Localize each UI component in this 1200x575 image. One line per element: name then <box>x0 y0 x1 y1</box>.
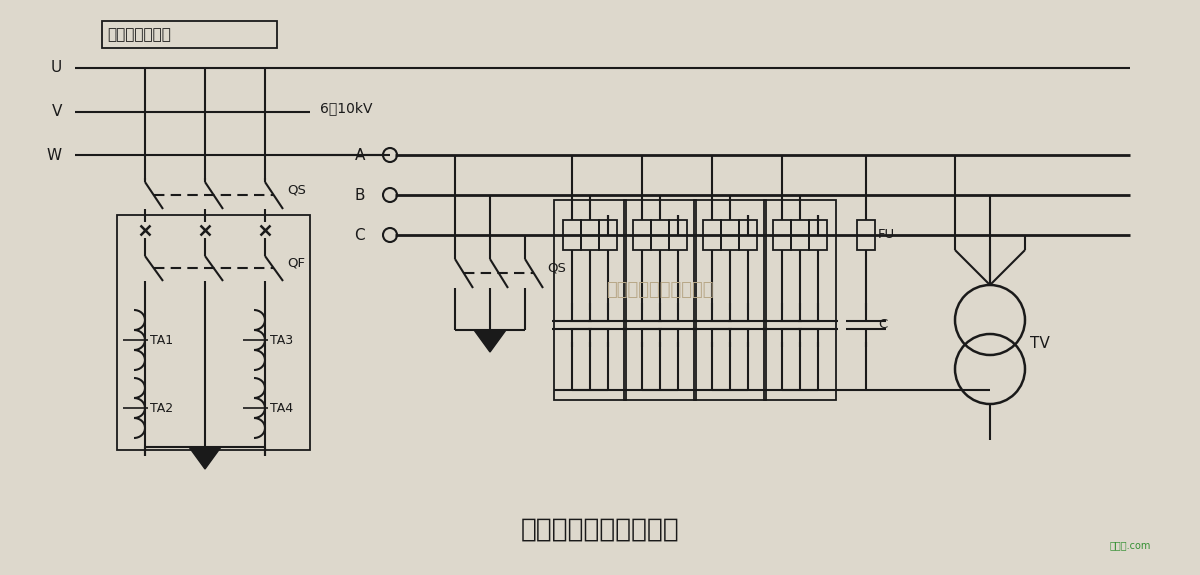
Text: W: W <box>47 148 62 163</box>
Bar <box>703 220 721 250</box>
Text: QS: QS <box>287 183 306 197</box>
Polygon shape <box>474 330 506 352</box>
Text: C: C <box>878 319 887 332</box>
Bar <box>857 220 875 250</box>
Text: 接线图.com: 接线图.com <box>1109 540 1151 550</box>
Bar <box>554 200 626 400</box>
Bar <box>650 220 670 250</box>
Bar <box>581 220 599 250</box>
Bar <box>118 215 310 450</box>
Bar <box>764 200 836 400</box>
Bar <box>563 220 581 250</box>
Bar <box>599 220 617 250</box>
Text: FU: FU <box>878 228 895 242</box>
Bar <box>791 220 809 250</box>
Text: TA4: TA4 <box>270 401 293 415</box>
Bar <box>102 21 277 48</box>
Bar <box>634 220 650 250</box>
Text: C: C <box>354 228 365 243</box>
Text: QS: QS <box>547 262 566 274</box>
Bar <box>694 200 766 400</box>
Text: QF: QF <box>287 256 305 270</box>
Bar <box>739 220 757 250</box>
Text: B: B <box>354 187 365 202</box>
Bar <box>773 220 791 250</box>
Bar <box>809 220 827 250</box>
Bar <box>670 220 686 250</box>
Text: 6～10kV: 6～10kV <box>320 101 372 115</box>
Polygon shape <box>190 447 221 469</box>
Text: 杭州将睿科技有限公司: 杭州将睿科技有限公司 <box>606 281 714 299</box>
Text: TA1: TA1 <box>150 334 173 347</box>
Text: TV: TV <box>1030 336 1050 351</box>
Text: 变电所高压母线: 变电所高压母线 <box>107 28 170 43</box>
Text: TA2: TA2 <box>150 401 173 415</box>
Text: TA3: TA3 <box>270 334 293 347</box>
Bar <box>624 200 696 400</box>
Text: V: V <box>52 105 62 120</box>
Text: 高压集中补偿电容电路: 高压集中补偿电容电路 <box>521 517 679 543</box>
Text: U: U <box>50 60 62 75</box>
Text: A: A <box>355 148 365 163</box>
Bar <box>721 220 739 250</box>
